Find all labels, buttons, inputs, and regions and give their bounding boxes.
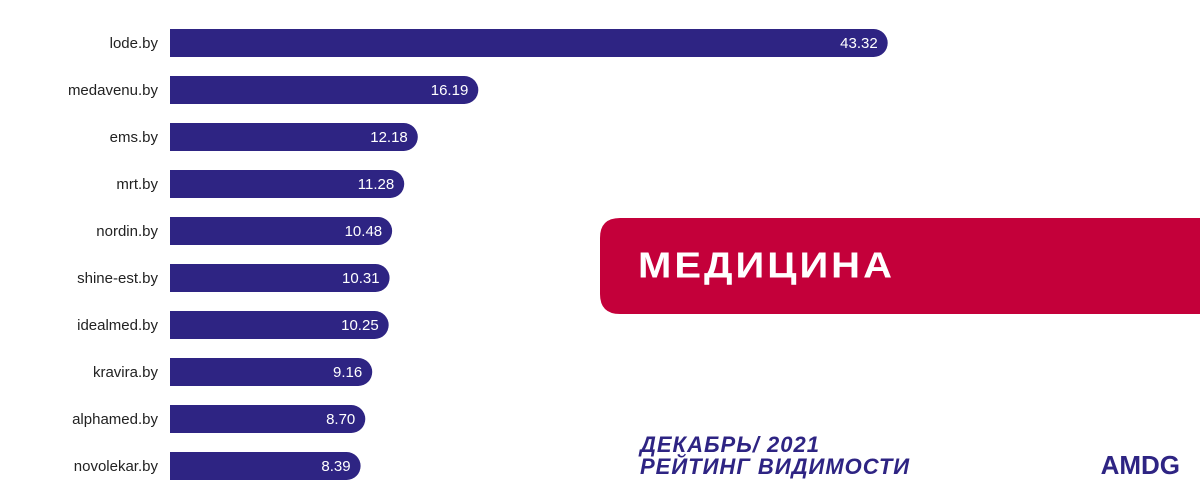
y-tick-label: medavenu.by	[68, 82, 159, 99]
value-label: 10.31	[342, 270, 380, 287]
bar	[170, 264, 390, 292]
y-tick-label: kravira.by	[93, 364, 159, 381]
bar	[170, 358, 373, 386]
y-tick-label: mrt.by	[116, 176, 158, 193]
bar	[170, 405, 366, 434]
y-tick-label: idealmed.by	[77, 317, 158, 334]
y-tick-label: lode.by	[110, 35, 159, 52]
logo: AMDG	[1101, 450, 1180, 480]
value-label: 10.48	[345, 223, 383, 240]
value-label: 8.70	[326, 411, 355, 428]
y-tick-label: ems.by	[110, 129, 159, 146]
y-tick-label: shine-est.by	[77, 270, 158, 287]
value-label: 8.39	[321, 458, 350, 475]
bar	[170, 217, 393, 245]
bar	[170, 29, 888, 57]
bar	[170, 311, 389, 339]
y-tick-label: alphamed.by	[72, 411, 158, 428]
subtitle: РЕЙТИНГ ВИДИМОСТИ	[640, 453, 910, 479]
y-tick-label: nordin.by	[96, 223, 158, 240]
bar	[170, 76, 479, 104]
bar	[170, 452, 361, 480]
chart-title: МЕДИЦИНА	[638, 246, 895, 286]
value-label: 11.28	[358, 176, 394, 193]
bar	[170, 123, 418, 151]
value-label: 43.32	[840, 35, 878, 52]
y-tick-label: novolekar.by	[74, 458, 159, 475]
value-label: 9.16	[333, 364, 362, 381]
bar	[170, 170, 405, 198]
value-label: 16.19	[431, 82, 469, 99]
value-label: 10.25	[341, 317, 379, 334]
period: ДЕКАБРЬ/ 2021	[638, 432, 820, 457]
category-banner	[600, 218, 1200, 314]
value-label: 12.18	[370, 129, 408, 146]
